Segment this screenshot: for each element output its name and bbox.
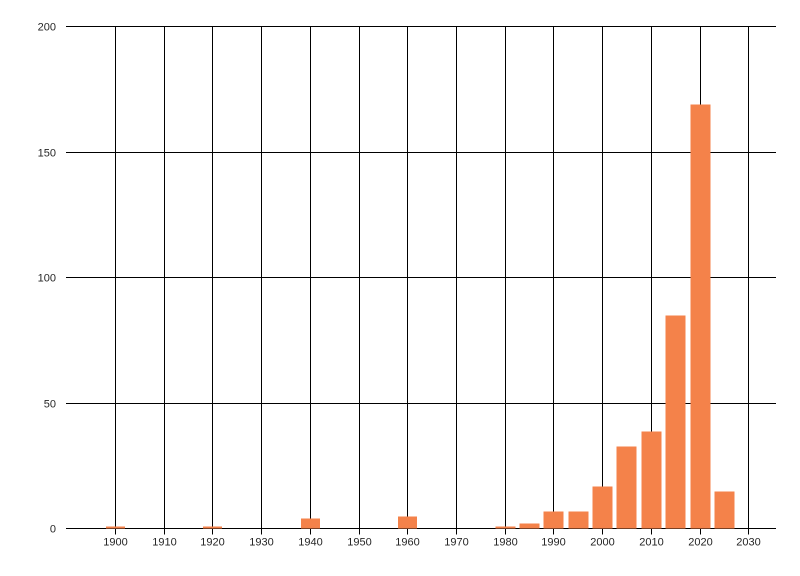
svg-text:1950: 1950 [347,537,371,549]
svg-text:1970: 1970 [444,537,468,549]
svg-text:100: 100 [38,273,56,285]
svg-text:1910: 1910 [152,537,176,549]
svg-text:150: 150 [38,148,56,160]
svg-text:2000: 2000 [590,537,614,549]
svg-text:1980: 1980 [493,537,517,549]
svg-text:1900: 1900 [103,537,127,549]
svg-text:1930: 1930 [249,537,273,549]
svg-text:0: 0 [50,524,56,536]
svg-text:1960: 1960 [395,537,419,549]
svg-text:2020: 2020 [688,537,712,549]
svg-text:2010: 2010 [639,537,663,549]
svg-text:200: 200 [38,22,56,34]
svg-text:1990: 1990 [541,537,565,549]
svg-text:1940: 1940 [298,537,322,549]
svg-text:1920: 1920 [200,537,224,549]
svg-text:50: 50 [44,399,56,411]
svg-text:2030: 2030 [736,537,760,549]
